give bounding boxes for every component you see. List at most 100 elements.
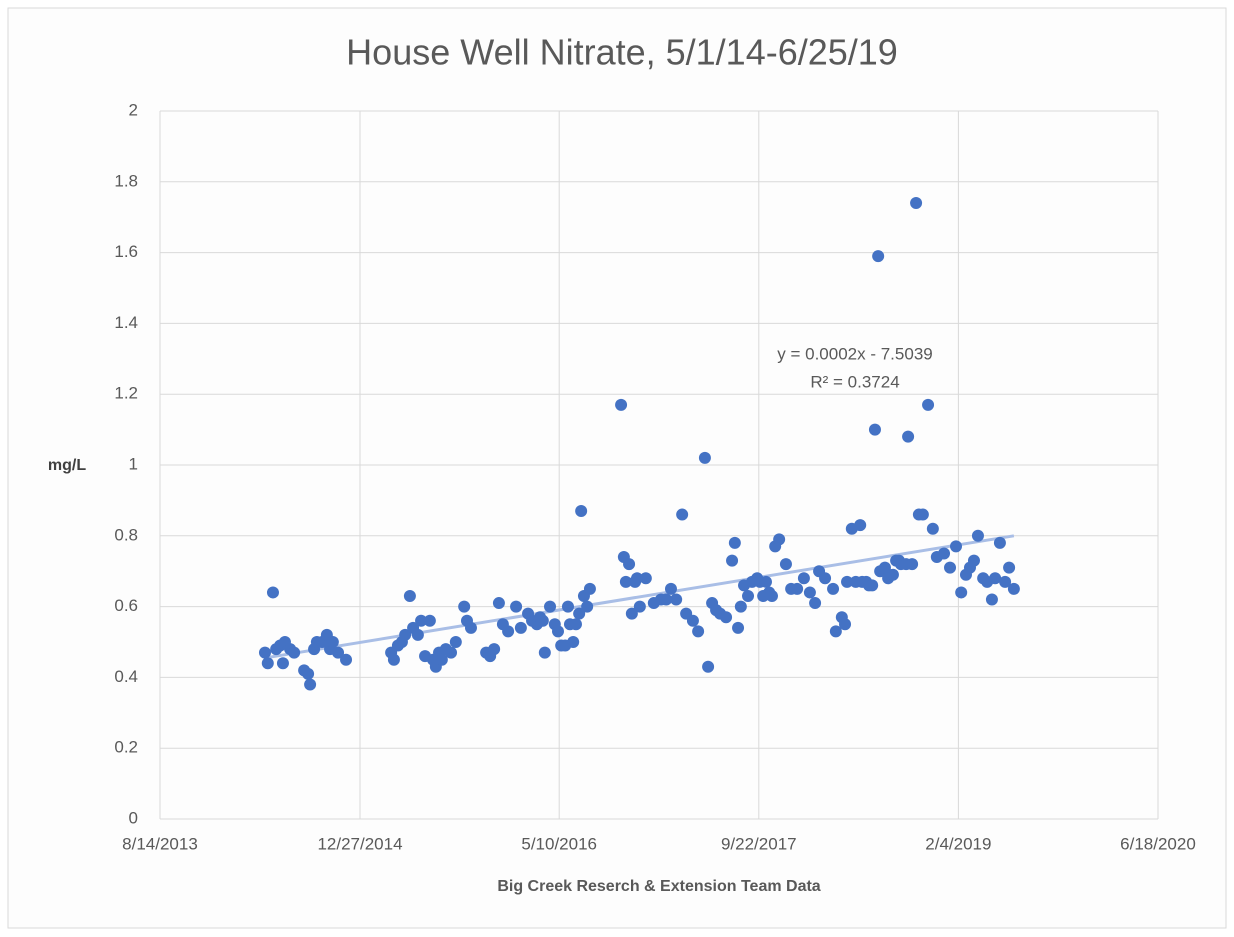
- data-point: [514, 621, 527, 634]
- data-point: [910, 197, 923, 210]
- data-point: [720, 611, 733, 624]
- y-tick-label: 0.2: [114, 738, 138, 757]
- data-point: [449, 636, 462, 648]
- data-point: [569, 618, 582, 631]
- data-point: [340, 653, 353, 666]
- data-point: [886, 568, 899, 581]
- trend-equation: y = 0.0002x - 7.5039: [777, 344, 932, 363]
- y-tick-label: 1: [129, 454, 138, 473]
- data-point: [619, 575, 632, 588]
- data-point: [458, 600, 471, 613]
- data-point: [510, 600, 523, 613]
- data-point: [415, 614, 428, 627]
- data-point: [575, 505, 588, 518]
- x-tick-label: 12/27/2014: [317, 834, 402, 853]
- data-point: [326, 636, 339, 648]
- data-point: [1003, 561, 1016, 574]
- x-tick-label: 9/22/2017: [721, 834, 797, 853]
- data-point: [660, 593, 673, 606]
- data-point: [464, 621, 477, 634]
- data-point: [581, 600, 594, 613]
- data-point: [803, 586, 816, 599]
- data-point: [676, 508, 689, 521]
- data-point: [791, 582, 804, 595]
- data-point: [999, 575, 1012, 588]
- data-point: [623, 558, 636, 571]
- data-point: [726, 554, 739, 567]
- data-point: [698, 451, 711, 464]
- y-tick-label: 1.6: [114, 242, 138, 261]
- x-tick-label: 5/10/2016: [521, 834, 597, 853]
- data-point: [615, 398, 628, 411]
- x-tick-label: 8/14/2013: [122, 834, 198, 853]
- data-point: [423, 614, 436, 627]
- data-point: [797, 572, 810, 585]
- y-tick-label: 1.8: [114, 171, 138, 190]
- trendline: [264, 534, 1015, 660]
- y-tick-label: 0: [129, 808, 138, 827]
- data-point: [399, 628, 412, 641]
- data-point: [276, 657, 289, 670]
- data-point: [502, 625, 515, 638]
- data-point: [872, 250, 885, 263]
- data-point: [538, 646, 551, 659]
- data-point: [742, 589, 755, 602]
- data-point: [955, 586, 968, 599]
- data-point: [544, 600, 557, 613]
- data-point: [411, 628, 424, 641]
- data-point: [993, 536, 1006, 549]
- data-point: [827, 582, 840, 595]
- x-tick-label: 2/4/2019: [925, 834, 991, 853]
- y-tick-label: 1.2: [114, 384, 138, 403]
- data-point: [435, 653, 448, 666]
- data-point: [488, 643, 501, 656]
- data-point: [839, 618, 852, 631]
- data-point: [492, 597, 505, 610]
- data-point: [304, 678, 317, 691]
- data-point: [288, 646, 301, 659]
- data-point: [732, 621, 745, 634]
- y-tick-label: 0.8: [114, 525, 138, 544]
- data-point: [989, 572, 1002, 585]
- data-point: [670, 593, 683, 606]
- data-point: [552, 625, 565, 638]
- data-point: [567, 636, 580, 648]
- data-point: [971, 529, 984, 542]
- chart-frame: [7, 7, 1227, 929]
- data-point: [633, 600, 646, 613]
- data-point: [759, 575, 772, 588]
- data-point: [664, 582, 677, 595]
- data-point: [779, 558, 792, 571]
- data-point: [258, 646, 271, 659]
- x-axis-title: Big Creek Reserch & Extension Team Data: [497, 878, 820, 895]
- data-point: [773, 533, 786, 546]
- data-point: [734, 600, 747, 613]
- data-point: [829, 625, 842, 638]
- data-point: [631, 572, 644, 585]
- data-point: [950, 540, 963, 553]
- data-point: [702, 660, 715, 673]
- y-tick-label: 2: [129, 100, 138, 119]
- data-point: [922, 398, 935, 411]
- data-point: [387, 653, 400, 666]
- data-point: [819, 572, 832, 585]
- data-point: [878, 561, 891, 574]
- data-point: [902, 430, 915, 443]
- data-point: [841, 575, 854, 588]
- y-tick-label: 0.4: [114, 667, 138, 686]
- data-point: [561, 600, 574, 613]
- data-point: [866, 579, 879, 592]
- data-point: [639, 572, 652, 585]
- data-point: [692, 625, 705, 638]
- data-point: [906, 558, 919, 571]
- data-point: [809, 597, 822, 610]
- data-point: [583, 582, 596, 595]
- data-point: [686, 614, 699, 627]
- data-point: [944, 561, 957, 574]
- data-point: [985, 593, 998, 606]
- y-axis-title: mg/L: [48, 457, 86, 474]
- data-point: [938, 547, 951, 560]
- chart-title: House Well Nitrate, 5/1/14-6/25/19: [346, 32, 898, 73]
- x-tick-label: 6/18/2020: [1120, 834, 1196, 853]
- data-point: [854, 519, 867, 532]
